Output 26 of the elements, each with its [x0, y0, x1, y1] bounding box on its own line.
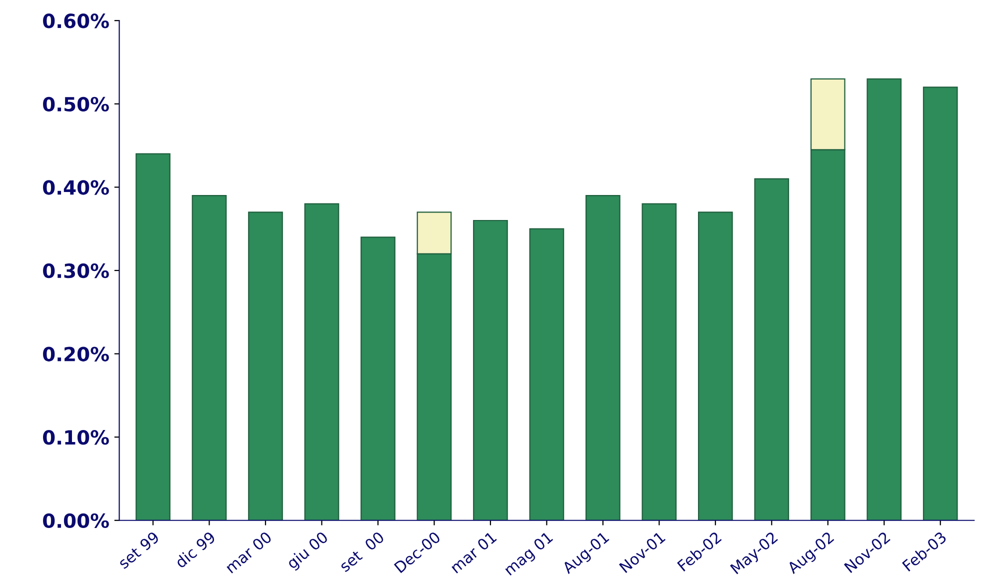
- bar: [248, 212, 283, 520]
- x-tick-label: dic 99: [174, 530, 216, 569]
- y-tick-label: 0.40%: [43, 180, 109, 195]
- bar: [866, 78, 902, 520]
- bar: [754, 178, 790, 520]
- y-tick-label: 0.00%: [43, 513, 109, 528]
- y-tick-label: 0.50%: [43, 96, 109, 112]
- bar: [529, 228, 564, 520]
- bar: [304, 203, 340, 520]
- bar: [360, 236, 396, 520]
- x-tick-label: mar 00: [224, 530, 272, 574]
- bar: [642, 203, 677, 520]
- x-tick-label: giu 00: [286, 530, 330, 572]
- bar: [473, 220, 508, 520]
- bar: [192, 194, 227, 520]
- y-tick-label: 0.30%: [43, 263, 109, 278]
- bar: [136, 153, 170, 520]
- y-tick-label: 0.20%: [43, 346, 109, 362]
- bar: [922, 86, 958, 520]
- y-tick-label: 0.10%: [43, 430, 109, 445]
- x-tick-label: set 00: [338, 530, 385, 572]
- x-tick-label: set 99: [117, 531, 160, 570]
- bar: [698, 212, 733, 520]
- bar: [586, 194, 620, 520]
- y-tick-label: 0.60%: [43, 14, 109, 28]
- x-tick-label: mar 01: [450, 531, 497, 574]
